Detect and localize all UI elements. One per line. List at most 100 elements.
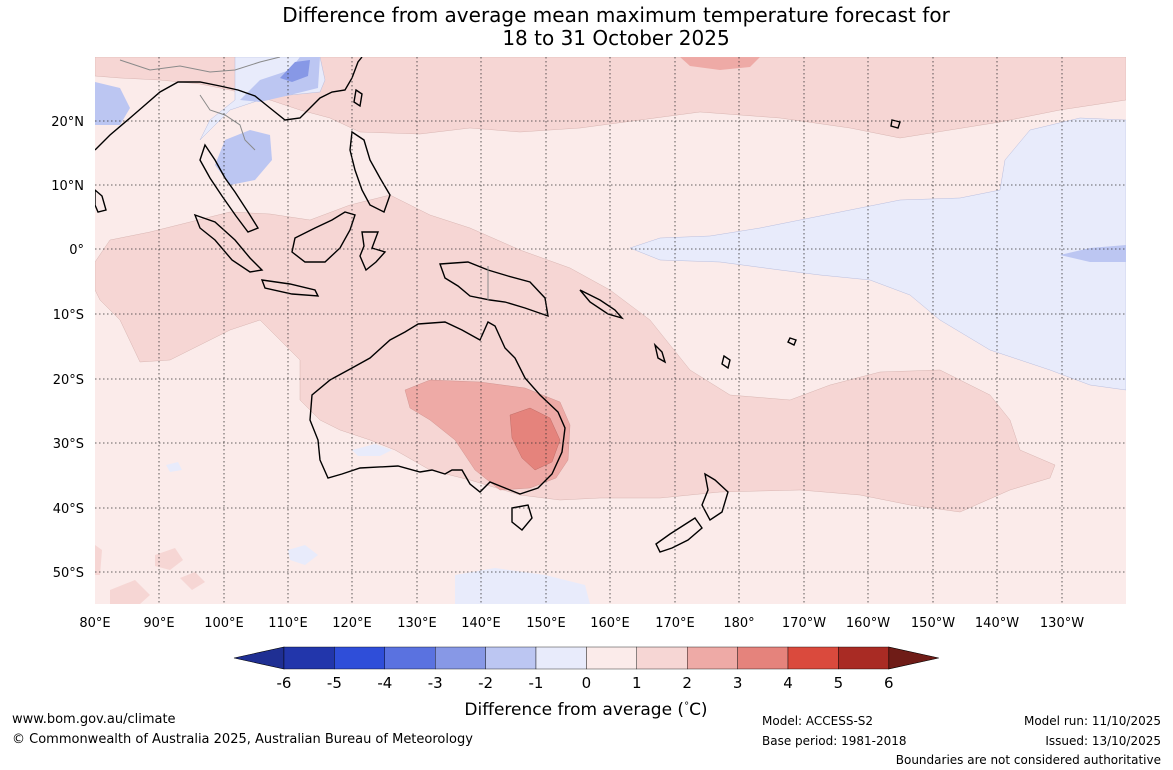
- colorbar-segment: [838, 646, 890, 670]
- lon-label: 120°E: [332, 616, 372, 631]
- colorbar-tick-label: 0: [582, 674, 592, 692]
- colorbar-tick-label: -6: [277, 674, 292, 692]
- colorbar-segment: [737, 646, 789, 670]
- lat-label: 40°S: [53, 502, 84, 517]
- lat-label: 20°N: [51, 115, 84, 130]
- colorbar-title: Difference from average (°C): [464, 700, 707, 720]
- lat-label: 10°S: [53, 308, 84, 323]
- country-borders: [119, 57, 489, 300]
- colorbar-tick-label: 3: [733, 674, 743, 692]
- lon-label: 90°E: [143, 616, 174, 631]
- new-guinea-coastline: [439, 261, 549, 318]
- borneo-coastline: [291, 211, 356, 263]
- footer-issued: Issued: 13/10/2025: [1045, 734, 1161, 748]
- colorbar-tick-label: 4: [783, 674, 793, 692]
- solomon-islands-coastline: [579, 289, 625, 320]
- colorbar-segment: [787, 646, 839, 670]
- lon-label: 130°E: [397, 616, 437, 631]
- colorbar: [233, 646, 939, 670]
- lon-label: 140°E: [461, 616, 501, 631]
- colorbar-tick-label: -3: [428, 674, 443, 692]
- colorbar-tick-label: -2: [478, 674, 493, 692]
- anomaly-patch-cool-1: [288, 545, 318, 565]
- footer-url: www.bom.gov.au/climate: [12, 712, 176, 727]
- lon-label: 180°: [723, 616, 754, 631]
- new-zealand-north-coastline: [701, 472, 729, 522]
- anomaly-region-china-cool-3: [280, 60, 310, 82]
- anomaly-patch-warm-4: [95, 545, 102, 575]
- footer-copyright: © Commonwealth of Australia 2025, Austra…: [12, 732, 473, 747]
- footer-base-period: Base period: 1981-2018: [762, 734, 907, 748]
- colorbar-segment: [384, 646, 436, 670]
- sri-lanka-coastline: [95, 189, 107, 213]
- colorbar-tick-label: -1: [529, 674, 544, 692]
- anomaly-region-south: [95, 194, 1056, 513]
- footer-model: Model: ACCESS-S2: [762, 714, 874, 728]
- map-field: [95, 57, 1126, 604]
- lat-label: 10°N: [51, 179, 84, 194]
- sumatra-coastline: [193, 213, 264, 273]
- colorbar-segment: [687, 646, 738, 670]
- lon-label: 80°E: [79, 616, 110, 631]
- colorbar-title-unit: C): [689, 700, 708, 720]
- lon-label: 130°W: [1040, 616, 1084, 631]
- latitude-labels: 20°N 10°N 0° 10°S 20°S 30°S 40°S 50°S: [51, 115, 84, 581]
- border-indochina: [199, 94, 256, 151]
- anomaly-region-central-pacific-cool: [629, 117, 1126, 391]
- lon-label: 170°E: [655, 616, 695, 631]
- asia-mainland-coastline: [95, 57, 363, 151]
- anomaly-patch-warm-3: [180, 572, 205, 590]
- tasmania-coastline: [511, 504, 533, 531]
- lat-label: 30°S: [53, 437, 84, 452]
- map-title-line1: Difference from average mean maximum tem…: [282, 3, 950, 27]
- coastlines: [95, 57, 901, 553]
- colorbar-tick-label: 1: [632, 674, 642, 692]
- colorbar-title-text: Difference from average (: [464, 700, 684, 720]
- anomaly-region-indochina-cool-2: [215, 130, 272, 185]
- anomaly-patch-warm-2: [110, 580, 150, 604]
- philippines-coastline: [349, 130, 391, 213]
- lon-label: 160°W: [846, 616, 890, 631]
- new-zealand-south-coastline: [655, 517, 703, 553]
- anomaly-patch-warm-1: [155, 548, 183, 570]
- border-china: [119, 57, 281, 73]
- anomaly-region-australia-hot: [509, 407, 561, 471]
- colorbar-segment: [435, 646, 486, 670]
- colorbar-tick-label: -5: [327, 674, 342, 692]
- map-title: Difference from average mean maximum tem…: [0, 4, 1173, 50]
- anomaly-region-india-cool: [95, 82, 130, 125]
- colorbar-tick-label: 2: [682, 674, 692, 692]
- colorbar-arrow-high: [888, 646, 939, 670]
- colorbar-segment: [586, 646, 638, 670]
- longitude-labels: 80°E 90°E 100°E 110°E 120°E 130°E 140°E …: [79, 616, 1084, 631]
- anomaly-patch-cool-3: [166, 462, 182, 472]
- lon-label: 110°E: [268, 616, 308, 631]
- graticule: [95, 57, 1126, 604]
- new-caledonia-coastline: [653, 342, 667, 364]
- vanuatu-coastline: [721, 354, 731, 370]
- australia-coastline: [309, 321, 566, 495]
- lat-label: 0°: [69, 243, 84, 258]
- malay-peninsula-coastline: [199, 143, 260, 233]
- sulawesi-coastline: [359, 231, 387, 272]
- anomaly-patch-cool-2: [352, 444, 392, 456]
- colorbar-segment: [283, 646, 335, 670]
- anomaly-region-southern-ocean-cool: [455, 568, 590, 604]
- lat-label: 50°S: [53, 566, 84, 581]
- lon-label: 160°E: [590, 616, 630, 631]
- lon-label: 150°W: [911, 616, 955, 631]
- colorbar-title-degree: °: [684, 701, 689, 712]
- map-title-line2: 18 to 31 October 2025: [502, 26, 730, 50]
- java-coastline: [260, 279, 320, 297]
- colorbar-tick-label: 6: [884, 674, 894, 692]
- lon-label: 150°E: [526, 616, 566, 631]
- fiji-coastline: [787, 337, 797, 346]
- lon-label: 140°W: [975, 616, 1019, 631]
- lon-label: 100°E: [204, 616, 244, 631]
- colorbar-tick-label: 5: [834, 674, 844, 692]
- colorbar-segment: [535, 646, 587, 670]
- colorbar-segment: [636, 646, 688, 670]
- hawaii-coastline: [890, 119, 901, 129]
- taiwan-coastline: [353, 88, 363, 108]
